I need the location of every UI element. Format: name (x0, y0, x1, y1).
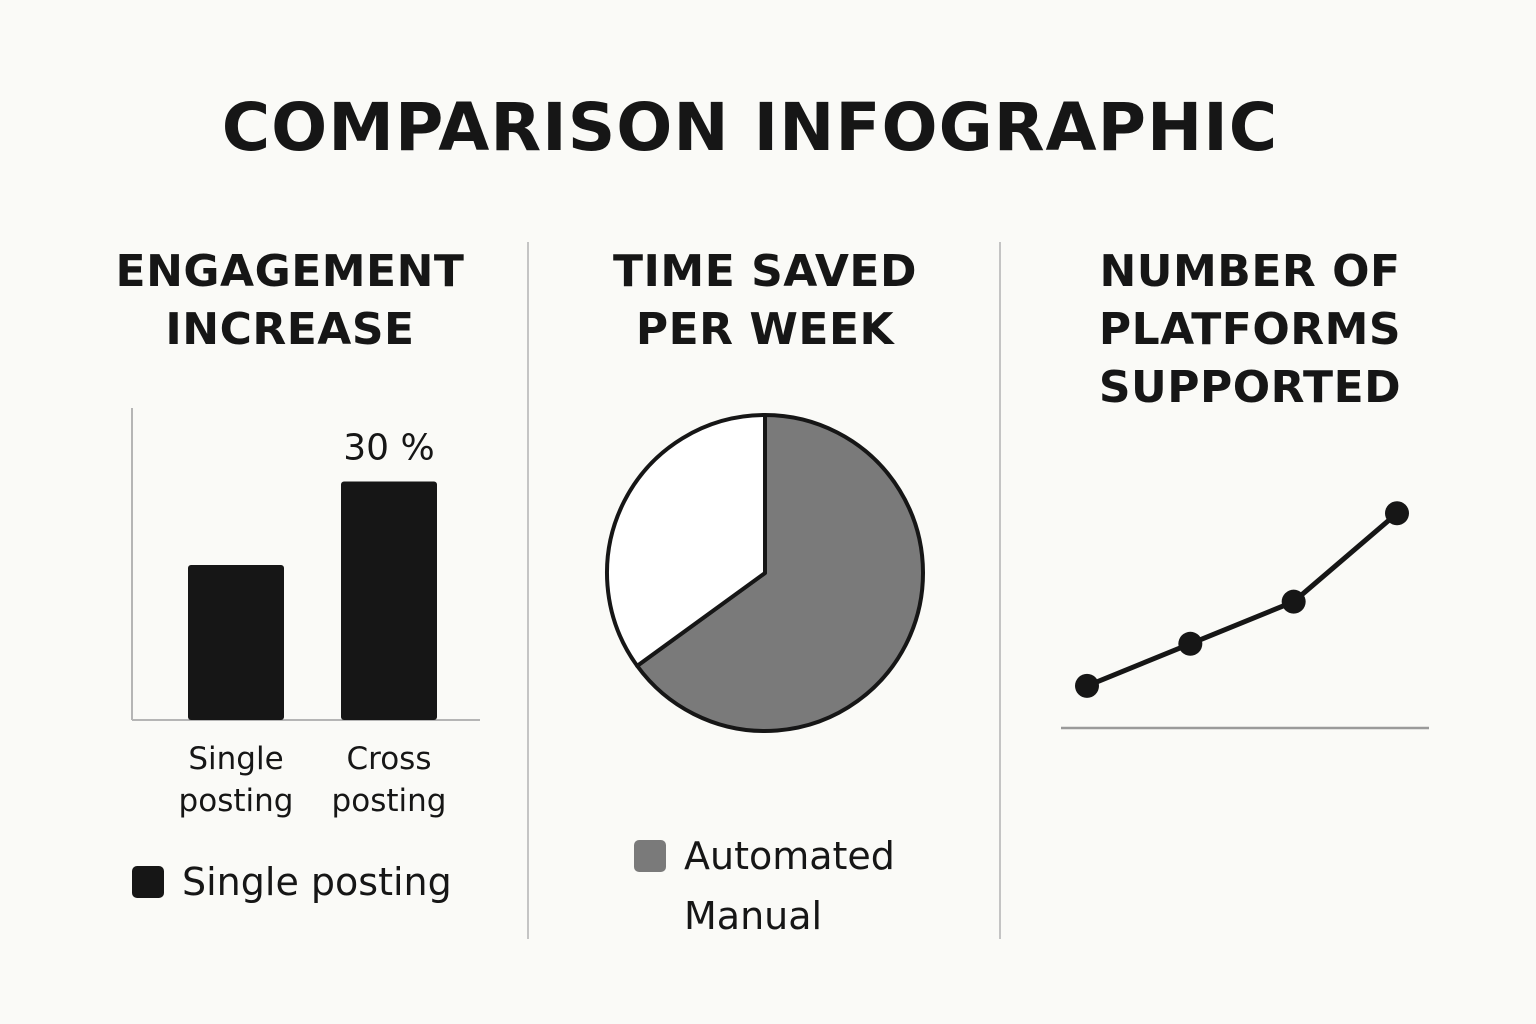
x-tick-label: Cross (347, 741, 432, 777)
legend-label: Manual (684, 894, 823, 938)
legend-label: Automated (684, 834, 895, 878)
data-point (1178, 631, 1203, 656)
platforms-title-line: SUPPORTED (1098, 362, 1402, 413)
pie-slice (635, 413, 925, 733)
time-saved-legend: Automated Manual (634, 826, 895, 946)
legend-swatch (132, 866, 164, 898)
legend-item: Manual (634, 886, 895, 946)
legend-swatch (634, 840, 666, 872)
time-saved-chart-title: TIME SAVED PER WEEK (545, 243, 985, 359)
panel-divider (527, 242, 529, 939)
platforms-chart-title: NUMBER OF PLATFORMS SUPPORTED (1030, 243, 1470, 417)
legend-item: Automated (634, 826, 895, 886)
platforms-title-line: NUMBER OF (1099, 246, 1401, 297)
time-saved-title-line: TIME SAVED (613, 246, 917, 297)
time-saved-pie-chart (605, 413, 925, 733)
legend-label: Single posting (182, 860, 452, 904)
bar (188, 565, 284, 720)
platforms-title-line: PLATFORMS (1098, 304, 1402, 355)
data-point (1385, 501, 1409, 526)
engagement-chart-title: ENGAGEMENT INCREASE (80, 243, 500, 359)
bar (341, 481, 437, 720)
engagement-title-line: INCREASE (165, 304, 415, 355)
engagement-legend: Single posting (132, 852, 452, 912)
engagement-bar-chart: Single posting 30 % Cross posting (131, 408, 480, 819)
x-tick-label: Single (188, 741, 283, 777)
legend-item: Single posting (132, 852, 452, 912)
series-line (1086, 511, 1399, 689)
legend-swatch-placeholder (634, 900, 666, 932)
pie-slice (605, 413, 767, 668)
x-tick-label: posting (179, 783, 294, 819)
platforms-line-chart (1061, 501, 1429, 730)
panel-divider (999, 242, 1001, 939)
bar-value-label: 30 % (343, 428, 434, 469)
data-point (1281, 589, 1306, 614)
data-point (1075, 673, 1099, 698)
engagement-title-line: ENGAGEMENT (115, 246, 465, 297)
x-tick-label: posting (332, 783, 447, 819)
time-saved-title-line: PER WEEK (635, 304, 895, 355)
page-title: COMPARISON INFOGRAPHIC (221, 89, 1279, 166)
